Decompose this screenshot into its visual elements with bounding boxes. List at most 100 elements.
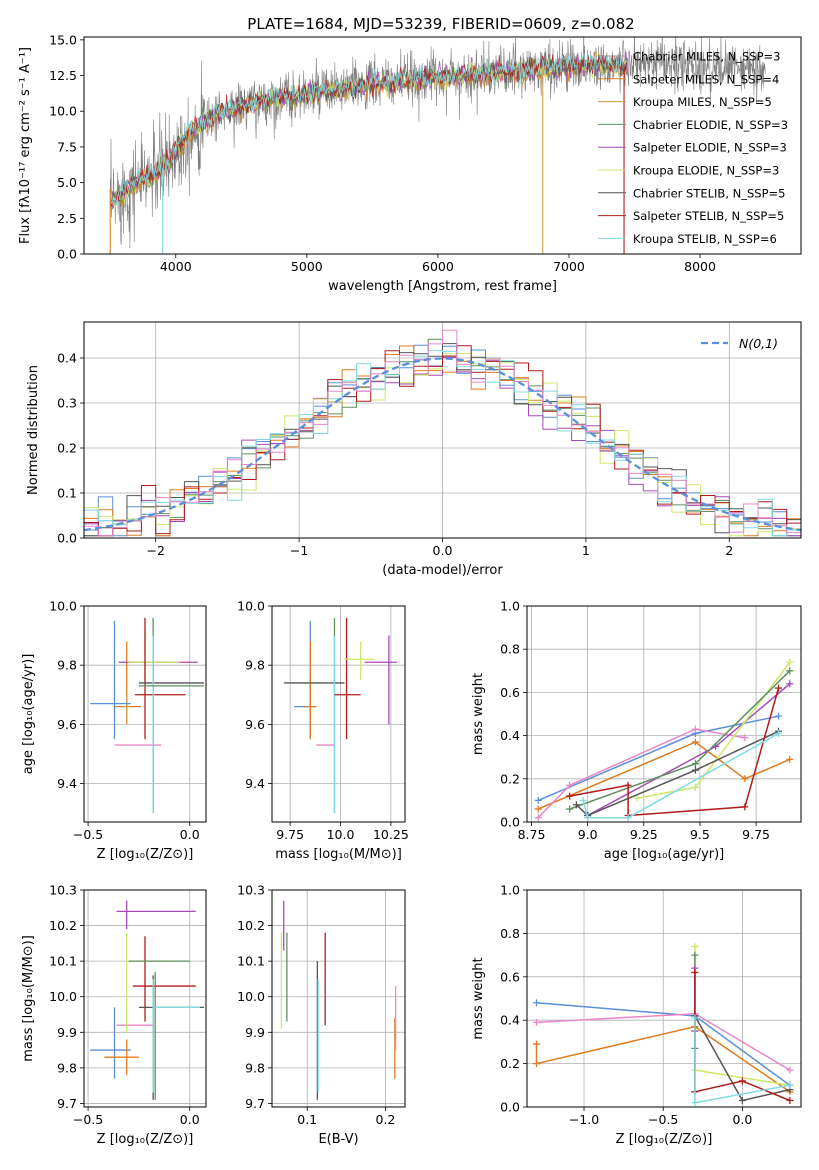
y-tick-label: 0.6 bbox=[500, 969, 520, 984]
errorbar-point-1 bbox=[114, 641, 141, 725]
weight-point bbox=[786, 1081, 794, 1089]
y-tick-label: 1.0 bbox=[500, 599, 520, 614]
x-tick-label: 4000 bbox=[160, 259, 192, 274]
errorbar-point-1 bbox=[104, 1039, 139, 1075]
y-tick-label: 10.0 bbox=[49, 599, 77, 614]
weight-point bbox=[691, 738, 699, 746]
weight-point bbox=[786, 755, 794, 763]
weight-point bbox=[579, 796, 587, 804]
weight-series-2 bbox=[537, 728, 746, 819]
y-tick-label: 0.1 bbox=[57, 486, 77, 501]
y-tick-label: 0.0 bbox=[500, 1100, 520, 1115]
x-tick-label: 10.0 bbox=[327, 827, 355, 842]
weight-point bbox=[738, 1077, 746, 1085]
legend-entry: Salpeter MILES, N_SSP=4 bbox=[633, 72, 779, 86]
y-tick-label: 10.0 bbox=[49, 104, 77, 119]
y-tick-label: 10.1 bbox=[237, 954, 265, 969]
weight-series-1 bbox=[535, 1025, 791, 1093]
weight-point bbox=[533, 1018, 541, 1026]
y-tick-label: 10.3 bbox=[237, 883, 265, 898]
weight-point bbox=[691, 783, 699, 791]
x-tick-label: 5000 bbox=[291, 259, 323, 274]
y-tick-label: 9.4 bbox=[57, 776, 77, 791]
series-model-7 bbox=[109, 53, 628, 206]
weight-point bbox=[691, 1014, 699, 1022]
errorbar-point-6 bbox=[128, 629, 180, 680]
y-tick-label: 10.0 bbox=[237, 989, 265, 1004]
y-tick-label: 0.4 bbox=[57, 351, 77, 366]
y-tick-label: 10.2 bbox=[237, 918, 265, 933]
weight-point bbox=[741, 775, 749, 783]
legend: Chabrier MILES, N_SSP=3 Salpeter MILES, N… bbox=[598, 50, 788, 246]
weight-series-8 bbox=[582, 732, 779, 819]
panel-residuals: −2 −1 0.0 1 2 0.0 0.1 0.2 0.3 0.4 (data-model)/err… bbox=[26, 321, 802, 578]
weight-point bbox=[633, 794, 641, 802]
axes-frame bbox=[83, 889, 207, 1108]
panel-mass-vs-EBV: 0.1 0.2 9.7 9.8 9.9 10.0 10.1 10.2 10.3 E(B-V) bbox=[237, 883, 406, 1147]
plot-area bbox=[284, 617, 397, 814]
errorbar-point-0 bbox=[90, 1007, 131, 1079]
y-tick-label: 10.2 bbox=[49, 918, 77, 933]
errorbar-point-1 bbox=[304, 641, 317, 740]
weight-point bbox=[786, 658, 794, 666]
weight-point bbox=[566, 792, 574, 800]
weight-point bbox=[786, 1066, 794, 1074]
y-axis-label: mass weight bbox=[471, 957, 486, 1039]
y-axis-label: Normed distribution bbox=[26, 365, 41, 495]
weight-point bbox=[741, 803, 749, 811]
weight-point bbox=[786, 1096, 794, 1104]
weight-point bbox=[533, 999, 541, 1007]
histogram-series-8 bbox=[84, 329, 801, 537]
axes-frame bbox=[526, 889, 802, 1108]
x-tick-label: 2 bbox=[725, 543, 733, 558]
y-tick-label: 0.0 bbox=[57, 247, 77, 262]
y-tick-label: 0.8 bbox=[500, 642, 520, 657]
errorbar-point-7 bbox=[344, 641, 375, 680]
y-tick-label: 10.0 bbox=[49, 989, 77, 1004]
y-tick-label: 0.4 bbox=[500, 1013, 520, 1028]
weight-point bbox=[691, 942, 699, 950]
weight-point bbox=[775, 712, 783, 720]
x-tick-label: 0.0 bbox=[180, 827, 200, 842]
weight-point bbox=[775, 684, 783, 692]
legend-entry: Salpeter STELIB, N_SSP=5 bbox=[633, 209, 784, 223]
axes-frame bbox=[271, 605, 406, 823]
x-axis-label: Z [log₁₀(Z/Z⊙)] bbox=[97, 847, 194, 862]
y-axis-label: age [log₁₀(age/yr)] bbox=[21, 654, 36, 775]
y-tick-label: 9.8 bbox=[245, 658, 265, 673]
y-tick-label: 0.0 bbox=[57, 531, 77, 546]
y-tick-label: 9.9 bbox=[57, 1025, 77, 1040]
errorbar-point-2 bbox=[124, 694, 129, 722]
x-axis-label: mass [log₁₀(M/M⊙)] bbox=[275, 847, 402, 862]
y-tick-label: 5.0 bbox=[57, 175, 77, 190]
x-tick-label: 0.0 bbox=[433, 543, 453, 558]
histogram-series-6 bbox=[84, 345, 801, 537]
weight-point bbox=[786, 667, 794, 675]
y-tick-label: 0.8 bbox=[500, 926, 520, 941]
histogram-series-7 bbox=[84, 350, 801, 537]
plot-area bbox=[109, 37, 766, 254]
y-tick-label: 10.3 bbox=[49, 883, 77, 898]
weight-point bbox=[786, 680, 794, 688]
y-tick-label: 0.4 bbox=[500, 728, 520, 743]
y-tick-label: 2.5 bbox=[57, 211, 77, 226]
legend-entry: Kroupa STELIB, N_SSP=6 bbox=[633, 232, 777, 246]
panel-age-vs-Z: −0.5 0.0 9.4 9.6 9.8 10.0 Z [log₁₀(Z/Z⊙)] age [… bbox=[21, 599, 207, 862]
plot-area bbox=[280, 900, 397, 1100]
plot-area bbox=[534, 658, 794, 822]
y-tick-label: 0.2 bbox=[500, 771, 520, 786]
weight-point bbox=[534, 796, 542, 804]
y-tick-label: 1.0 bbox=[500, 883, 520, 898]
errorbar-point-6 bbox=[334, 617, 361, 740]
x-tick-label: 9.75 bbox=[276, 827, 304, 842]
y-tick-label: 9.8 bbox=[57, 658, 77, 673]
x-tick-label: 8000 bbox=[684, 259, 716, 274]
legend-entry: Kroupa MILES, N_SSP=5 bbox=[633, 95, 772, 109]
x-tick-label: −1.0 bbox=[569, 1112, 599, 1127]
legend-entry: Salpeter ELODIE, N_SSP=3 bbox=[633, 141, 787, 155]
weight-point bbox=[775, 729, 783, 737]
weight-point bbox=[691, 951, 699, 959]
x-tick-label: 9.75 bbox=[742, 827, 770, 842]
x-tick-label: 9.5 bbox=[690, 827, 710, 842]
